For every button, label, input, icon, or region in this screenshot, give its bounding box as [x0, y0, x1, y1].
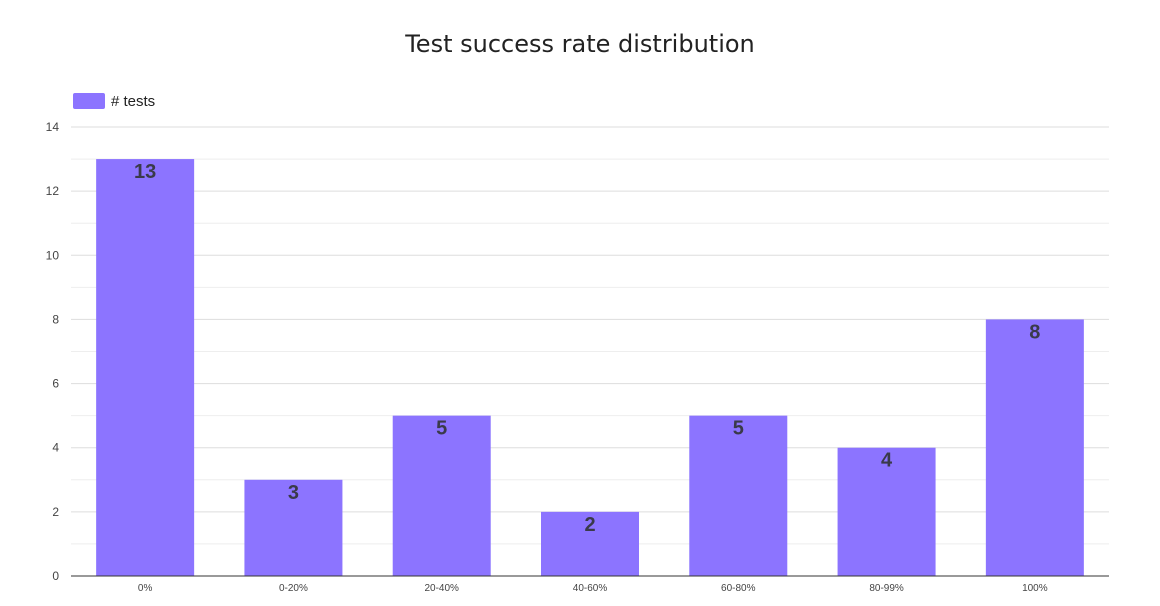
x-tick-label: 60-80% — [721, 583, 756, 594]
labels: 0 2 4 6 8 10 12 14 13 0% 3 0-20% 5 20-40% 2 40-60% 5 60-8… — [46, 120, 1048, 594]
bar — [689, 415, 788, 576]
x-tick-label: 40-60% — [573, 583, 608, 594]
data-label: 5 — [733, 418, 744, 440]
bars — [96, 159, 1084, 577]
data-label: 4 — [881, 450, 893, 472]
bar — [244, 479, 343, 576]
x-tick-label: 20-40% — [424, 583, 459, 594]
chart-title: Test success rate distribution — [405, 30, 755, 58]
y-tick-label: 6 — [52, 377, 59, 391]
legend: # tests — [73, 92, 155, 110]
data-label: 8 — [1029, 321, 1040, 343]
grid-lines — [71, 126, 1109, 545]
legend-swatch — [73, 93, 105, 109]
y-tick-label: 10 — [46, 248, 60, 262]
y-tick-label: 14 — [46, 120, 60, 134]
data-label: 13 — [134, 161, 156, 183]
data-label: 3 — [288, 482, 299, 504]
bar — [985, 319, 1084, 576]
data-label: 2 — [584, 514, 595, 536]
y-tick-label: 12 — [46, 184, 60, 198]
legend-label: # tests — [111, 92, 156, 110]
x-tick-label: 80-99% — [869, 583, 904, 594]
x-tick-label: 0% — [138, 583, 153, 594]
x-tick-label: 0-20% — [279, 583, 308, 594]
bar — [541, 511, 639, 576]
y-tick-label: 0 — [52, 569, 59, 583]
y-tick-label: 2 — [52, 505, 59, 519]
bar — [837, 447, 936, 576]
data-label: 5 — [436, 418, 447, 440]
bar — [96, 159, 195, 577]
y-tick-label: 4 — [52, 441, 59, 455]
bar — [392, 415, 491, 576]
y-tick-label: 8 — [52, 312, 59, 326]
x-tick-label: 100% — [1022, 583, 1048, 594]
